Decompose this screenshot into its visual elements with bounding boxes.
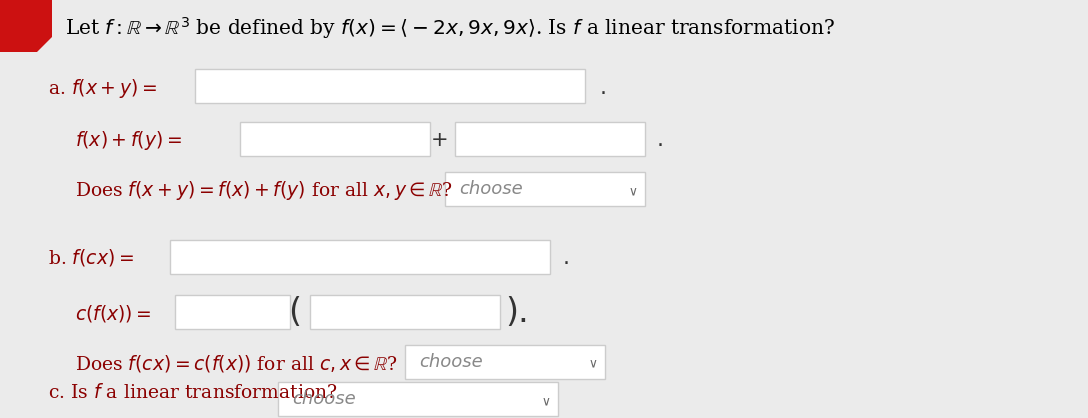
Text: .: .: [599, 78, 607, 98]
FancyBboxPatch shape: [279, 382, 558, 416]
FancyBboxPatch shape: [405, 345, 605, 379]
Text: choose: choose: [459, 180, 522, 198]
Text: +: +: [431, 130, 449, 150]
Text: Does $f(cx) = c(f(x))$ for all $c, x \in \mathbb{R}$?: Does $f(cx) = c(f(x))$ for all $c, x \in…: [75, 352, 398, 374]
Text: .: .: [657, 130, 664, 150]
Text: ∧: ∧: [627, 183, 635, 196]
Text: c. Is $f$ a linear transformation?: c. Is $f$ a linear transformation?: [48, 382, 338, 402]
FancyBboxPatch shape: [240, 122, 430, 156]
Text: ).: ).: [505, 296, 529, 329]
Text: choose: choose: [292, 390, 356, 408]
Text: (: (: [288, 296, 301, 329]
Polygon shape: [37, 37, 52, 52]
Text: Does $f(x + y) = f(x) + f(y)$ for all $x, y \in \mathbb{R}$?: Does $f(x + y) = f(x) + f(y)$ for all $x…: [75, 178, 453, 201]
FancyBboxPatch shape: [170, 240, 551, 274]
Text: ∧: ∧: [586, 355, 595, 369]
FancyBboxPatch shape: [445, 172, 645, 206]
Text: a. $f(x + y) =$: a. $f(x + y) =$: [48, 76, 157, 99]
Text: b. $f(cx) =$: b. $f(cx) =$: [48, 247, 134, 268]
Text: choose: choose: [419, 353, 483, 371]
Text: Let $f : \mathbb{R} \to \mathbb{R}^3$ be defined by $f(x) = \langle -2x, 9x, 9x\: Let $f : \mathbb{R} \to \mathbb{R}^3$ be…: [65, 15, 834, 41]
FancyBboxPatch shape: [0, 0, 52, 52]
FancyBboxPatch shape: [175, 295, 290, 329]
Text: ∧: ∧: [540, 393, 548, 405]
Text: .: .: [562, 248, 570, 268]
Text: $c(f(x)) =$: $c(f(x)) =$: [75, 303, 151, 324]
FancyBboxPatch shape: [310, 295, 500, 329]
FancyBboxPatch shape: [455, 122, 645, 156]
Text: $f(x) + f(y) =$: $f(x) + f(y) =$: [75, 128, 182, 151]
FancyBboxPatch shape: [195, 69, 585, 103]
